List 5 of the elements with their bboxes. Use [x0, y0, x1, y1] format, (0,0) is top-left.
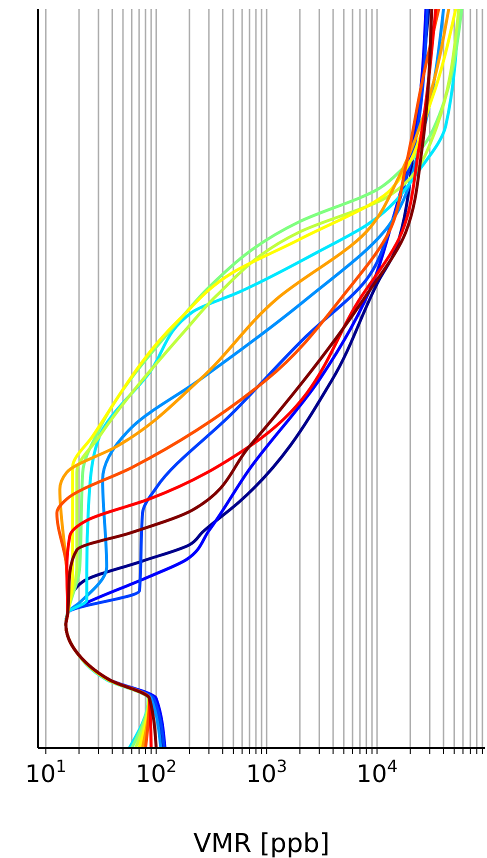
x-tick-label: 10$^{1}$: [25, 756, 66, 788]
x-tick-label: 10$^{2}$: [136, 756, 177, 788]
x-axis-title: VMR [ppb]: [193, 829, 330, 858]
x-tick-label: 10$^{4}$: [356, 756, 398, 788]
x-tick-label: 10$^{3}$: [246, 756, 288, 788]
